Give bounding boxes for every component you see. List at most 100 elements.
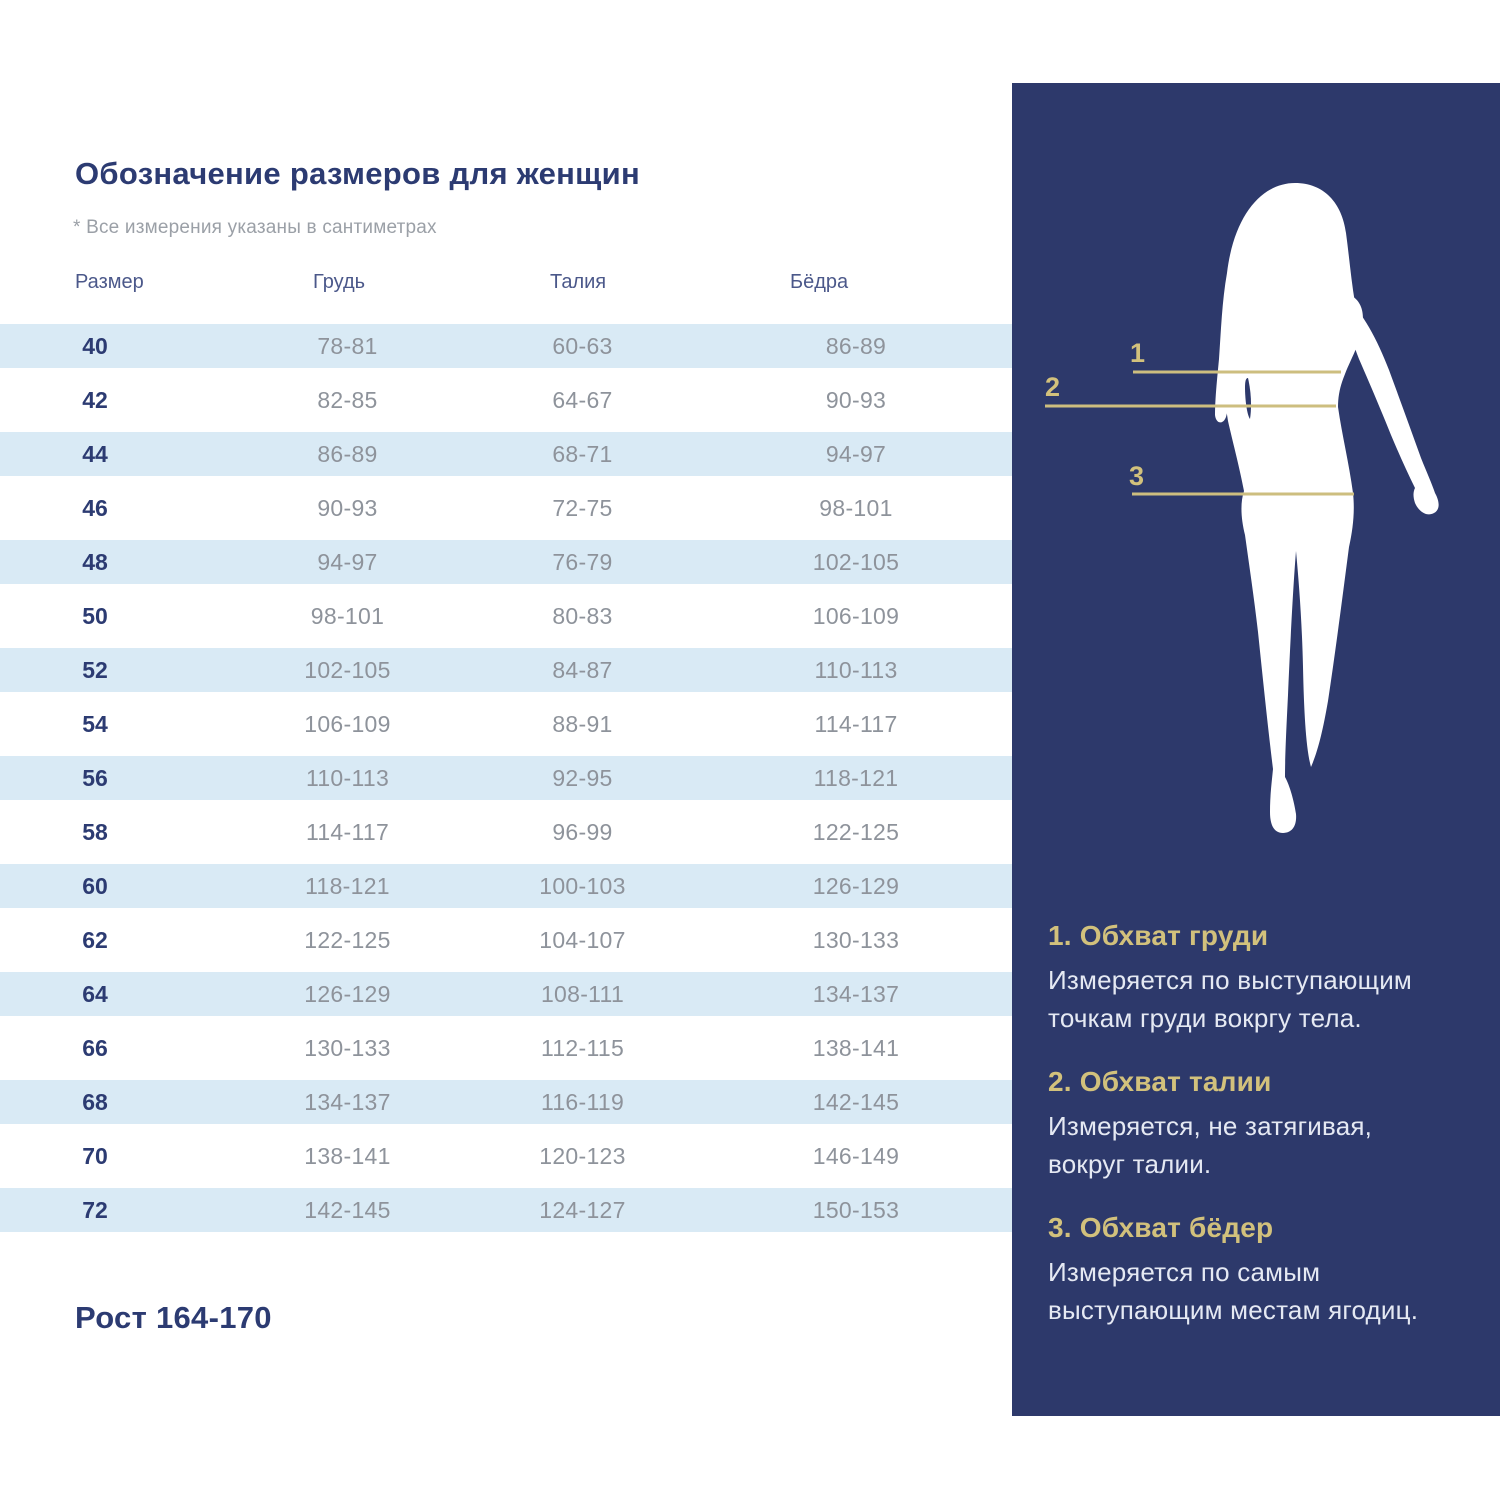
chest-cell: 90-93 [317, 494, 378, 521]
hips-cell: 122-125 [812, 818, 900, 845]
hips-cell: 114-117 [814, 710, 898, 737]
column-header-waist: Талия [550, 270, 607, 293]
chest-cell: 142-145 [304, 1196, 391, 1223]
section-waist-text-line1: Измеряется, не затягивая, [1048, 1111, 1373, 1141]
size-cell: 50 [82, 602, 108, 629]
waist-cell: 96-99 [552, 818, 613, 845]
size-cell: 68 [82, 1088, 108, 1115]
section-waist-text-line2: вокруг талии. [1048, 1149, 1212, 1179]
section-hips: 3. Обхват бёдер Измеряется по самым выст… [1048, 1211, 1472, 1329]
measurements-note: * Все измерения указаны в сантиметрах [73, 217, 437, 238]
measurement-label-3: 3 [1129, 461, 1144, 491]
table-row: 72 142-145 124-127 150-153 [0, 1183, 1012, 1237]
size-cell: 64 [82, 980, 108, 1007]
size-cell: 48 [82, 548, 108, 575]
size-cell: 58 [82, 818, 108, 845]
table-row: 64 126-129 108-111 134-137 [0, 967, 1012, 1021]
waist-cell: 100-103 [539, 872, 626, 899]
woman-silhouette-figure: 1 2 3 [1045, 183, 1439, 833]
table-row: 60 118-121 100-103 126-129 [0, 859, 1012, 913]
size-cell: 42 [82, 386, 108, 413]
waist-cell: 68-71 [552, 440, 613, 467]
section-waist-title: 2. Обхват талии [1048, 1066, 1272, 1097]
waist-cell: 64-67 [552, 386, 613, 413]
chest-cell: 134-137 [304, 1088, 391, 1115]
table-row: 70 138-141 120-123 146-149 [0, 1129, 1012, 1183]
chest-cell: 102-105 [304, 656, 391, 683]
size-cell: 52 [82, 656, 108, 683]
measurement-label-2: 2 [1045, 372, 1060, 402]
chest-cell: 86-89 [317, 440, 378, 467]
measurement-label-1: 1 [1130, 338, 1145, 368]
table-row: 40 78-81 60-63 86-89 [0, 319, 1012, 373]
waist-cell: 116-119 [540, 1088, 625, 1115]
chest-cell: 106-109 [304, 710, 391, 737]
chest-cell: 126-129 [304, 980, 391, 1007]
chest-cell: 82-85 [317, 386, 378, 413]
chest-cell: 138-141 [304, 1142, 391, 1169]
section-hips-title: 3. Обхват бёдер [1048, 1212, 1274, 1243]
table-row: 62 122-125 104-107 130-133 [0, 913, 1012, 967]
hips-cell: 142-145 [812, 1088, 900, 1115]
chest-cell: 130-133 [304, 1034, 391, 1061]
table-row: 56 110-113 92-95 118-121 [0, 751, 1012, 805]
table-row: 54 106-109 88-91 114-117 [0, 697, 1012, 751]
page-title: Обозначение размеров для женщин [75, 156, 641, 191]
hips-cell: 118-121 [813, 764, 899, 791]
waist-cell: 108-111 [540, 980, 625, 1007]
hips-cell: 86-89 [825, 332, 887, 359]
hips-cell: 146-149 [812, 1142, 900, 1169]
chest-cell: 78-81 [317, 332, 378, 359]
measurement-descriptions: 1. Обхват груди Измеряется по выступающи… [1048, 919, 1472, 1357]
waist-cell: 88-91 [552, 710, 613, 737]
table-row: 42 82-85 64-67 90-93 [0, 373, 1012, 427]
table-row: 44 86-89 68-71 94-97 [0, 427, 1012, 481]
section-waist: 2. Обхват талии Измеряется, не затягивая… [1048, 1065, 1472, 1183]
table-row: 48 94-97 76-79 102-105 [0, 535, 1012, 589]
waist-cell: 124-127 [539, 1196, 626, 1223]
hips-cell: 102-105 [812, 548, 900, 575]
table-row: 58 114-117 96-99 122-125 [0, 805, 1012, 859]
table-row: 46 90-93 72-75 98-101 [0, 481, 1012, 535]
waist-cell: 92-95 [552, 764, 613, 791]
silhouette-arm-gap [1245, 378, 1252, 419]
size-cell: 54 [82, 710, 108, 737]
silhouette-arm [1346, 297, 1439, 515]
section-chest: 1. Обхват груди Измеряется по выступающи… [1048, 919, 1472, 1037]
section-hips-text-line2: выступающим местам ягодиц. [1048, 1295, 1419, 1325]
chest-cell: 110-113 [305, 764, 390, 791]
size-cell: 44 [82, 440, 108, 467]
hips-cell: 106-109 [812, 602, 900, 629]
column-header-size: Размер [75, 270, 144, 293]
size-cell: 72 [82, 1196, 108, 1223]
column-header-hips: Бёдра [790, 270, 849, 293]
waist-cell: 104-107 [539, 926, 626, 953]
silhouette-body [1223, 287, 1363, 833]
section-hips-text-line1: Измеряется по самым [1048, 1257, 1321, 1287]
hips-cell: 94-97 [825, 440, 887, 467]
hips-cell: 138-141 [812, 1034, 900, 1061]
waist-cell: 84-87 [552, 656, 613, 683]
table-row: 66 130-133 112-115 138-141 [0, 1021, 1012, 1075]
size-cell: 40 [82, 332, 108, 359]
hips-cell: 98-101 [819, 494, 893, 521]
size-table-body: 40 78-81 60-63 86-89 42 82-85 64-67 90-9… [0, 319, 1012, 1237]
column-header-chest: Грудь [313, 270, 366, 293]
chest-cell: 118-121 [305, 872, 390, 899]
size-cell: 66 [82, 1034, 108, 1061]
waist-cell: 80-83 [552, 602, 613, 629]
silhouette-hair [1215, 183, 1356, 423]
table-row: 50 98-101 80-83 106-109 [0, 589, 1012, 643]
section-chest-title: 1. Обхват груди [1048, 920, 1269, 951]
size-cell: 56 [82, 764, 108, 791]
size-cell: 62 [82, 926, 108, 953]
waist-cell: 76-79 [552, 548, 613, 575]
hips-cell: 130-133 [812, 926, 900, 953]
size-cell: 60 [82, 872, 108, 899]
height-range-label: Рост 164-170 [75, 1300, 272, 1335]
hips-cell: 134-137 [812, 980, 900, 1007]
section-chest-text-line2: точкам груди вокргу тела. [1048, 1003, 1362, 1033]
hips-cell: 150-153 [812, 1196, 900, 1223]
chest-cell: 94-97 [317, 548, 378, 575]
table-row: 68 134-137 116-119 142-145 [0, 1075, 1012, 1129]
